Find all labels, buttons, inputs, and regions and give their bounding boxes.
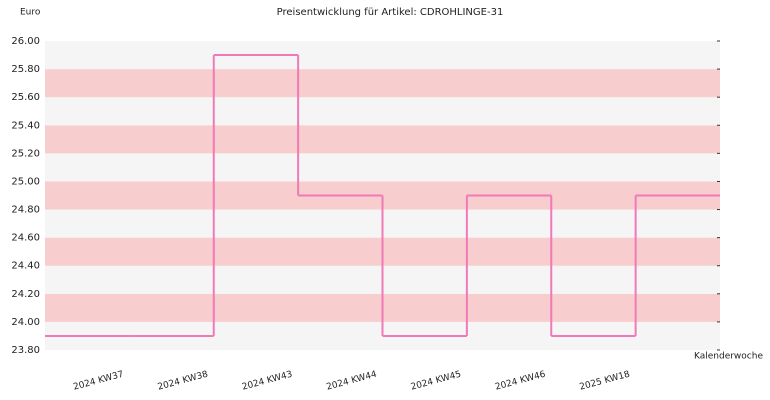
background-band [45, 41, 720, 70]
chart-title: Preisentwicklung für Artikel: CDROHLINGE… [277, 7, 504, 18]
y-axis-label: Euro [20, 8, 41, 18]
y-tick-label: 25.20 [11, 148, 40, 159]
background-band [45, 153, 720, 182]
background-band [45, 69, 720, 98]
x-tick-label: 2024 KW38 [157, 370, 210, 393]
background-band [45, 125, 720, 154]
y-tick-label: 26.00 [11, 36, 40, 47]
x-axis-label: Kalenderwoche [694, 352, 763, 362]
y-tick-label: 24.40 [11, 261, 40, 272]
y-tick-label: 24.60 [11, 233, 40, 244]
x-tick-label: 2024 KW45 [410, 370, 463, 393]
y-tick-label: 24.00 [11, 317, 40, 328]
y-tick-label: 25.60 [11, 92, 40, 103]
y-tick-label: 25.00 [11, 176, 40, 187]
y-tick-label: 25.80 [11, 64, 40, 75]
background-band [45, 97, 720, 126]
y-tick-label: 24.80 [11, 205, 40, 216]
x-tick-label: 2024 KW46 [494, 370, 547, 393]
x-tick-label: 2025 KW18 [579, 370, 632, 393]
y-tick-label: 25.40 [11, 120, 40, 131]
x-tick-label: 2024 KW43 [241, 370, 294, 393]
y-tick-label: 23.80 [11, 345, 40, 356]
y-tick-label: 24.20 [11, 289, 40, 300]
x-tick-label: 2024 KW37 [72, 370, 125, 393]
x-tick-label: 2024 KW44 [325, 370, 378, 393]
